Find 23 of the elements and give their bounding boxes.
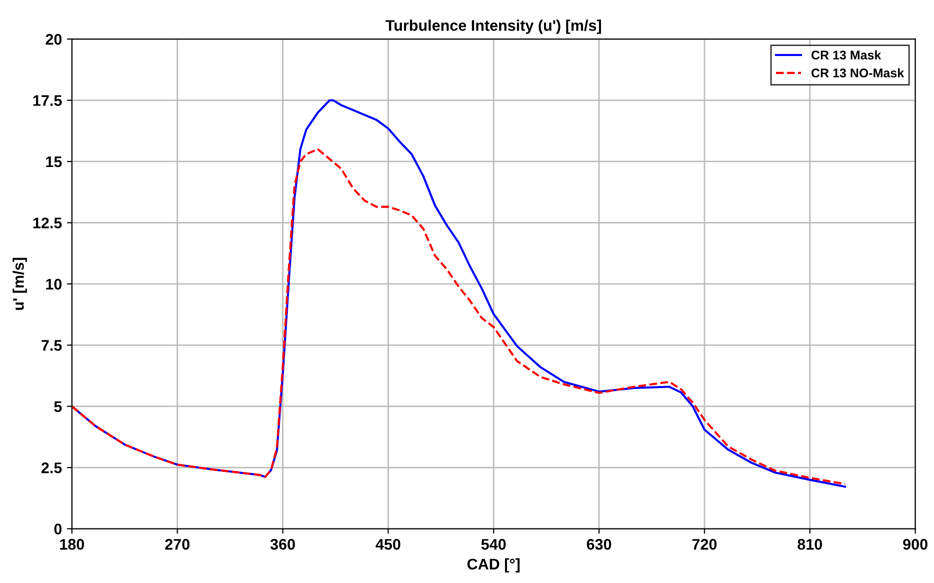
- y-tick-label: 15: [46, 156, 62, 168]
- y-tick-label: 2.5: [41, 462, 62, 474]
- legend-label: CR 13 NO-Mask: [812, 68, 904, 78]
- y-tick-label: 17.5: [33, 95, 62, 106]
- x-tick-label: 450: [376, 538, 400, 550]
- chart-title: Turbulence Intensity (u') [m/s]: [386, 20, 601, 34]
- x-tick-label: 900: [903, 538, 928, 550]
- y-tick-label: 10: [46, 278, 62, 290]
- y-tick-label: 20: [46, 34, 62, 45]
- x-tick-label: 180: [60, 538, 84, 550]
- x-tick-label: 360: [270, 538, 295, 550]
- y-axis-title: u' [m/s]: [12, 258, 27, 310]
- x-tick-label: 810: [798, 538, 822, 550]
- y-tick-label: 12.5: [33, 218, 62, 228]
- legend-label: CR 13 Mask: [812, 50, 882, 60]
- y-tick-label: 0: [54, 524, 62, 534]
- x-tick-label: 720: [692, 538, 717, 550]
- y-tick-label: 7.5: [42, 340, 62, 351]
- x-tick-label: 540: [481, 538, 506, 550]
- y-tick-label: 5: [54, 401, 62, 412]
- x-tick-label: 630: [586, 538, 612, 550]
- x-axis-title: CAD [°]: [467, 558, 520, 573]
- x-tick-label: 270: [165, 538, 190, 550]
